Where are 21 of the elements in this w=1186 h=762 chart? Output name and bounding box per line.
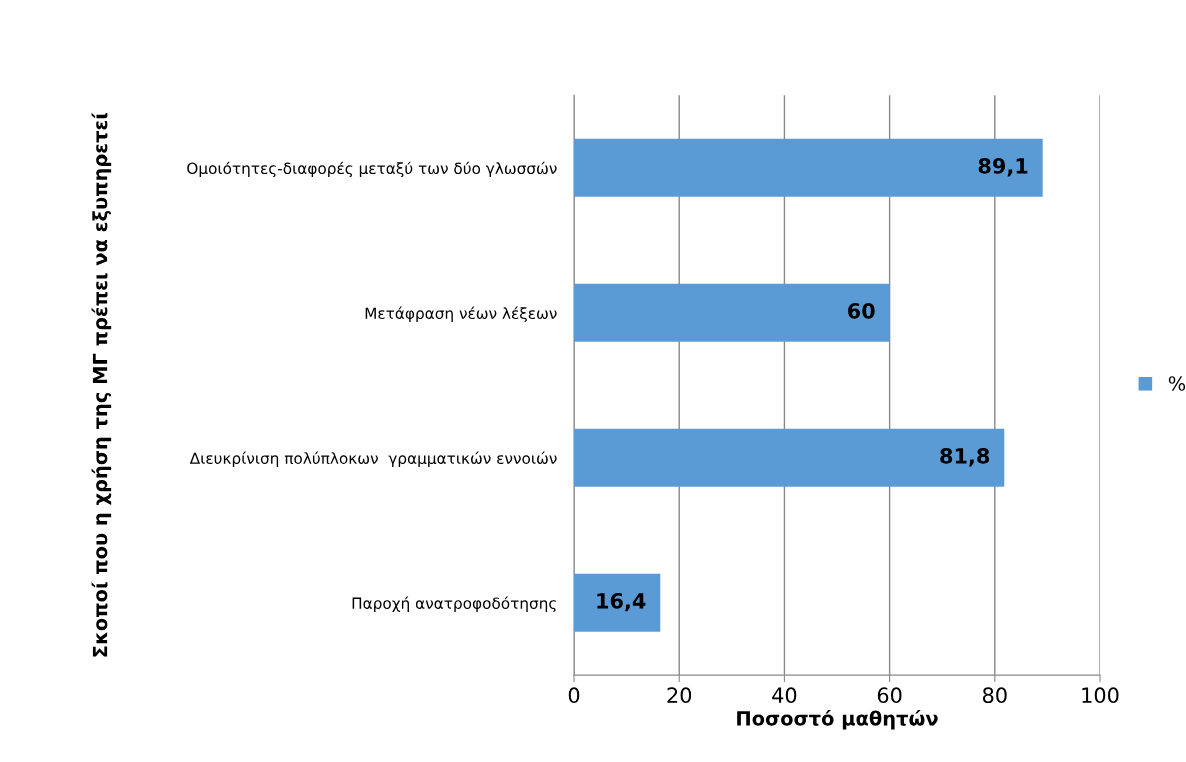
bar xyxy=(574,428,1005,487)
x-tick-label: 0 xyxy=(568,687,580,704)
y-tick-label: Παροχή ανατροφοδότησης xyxy=(352,596,556,612)
data-label: 60 xyxy=(848,302,875,319)
y-tick-label: Μετάφραση νέων λέξεων xyxy=(365,306,557,323)
bar xyxy=(574,138,1043,197)
bar xyxy=(574,573,661,632)
x-tick-label: 100 xyxy=(1082,687,1119,704)
x-tick-label: 20 xyxy=(667,687,692,704)
data-label: 16,4 xyxy=(597,592,646,612)
y-tick-label: Διευκρίνιση πολύπλοκων γραμματικών εννοιών xyxy=(189,451,557,467)
data-label: 81,8 xyxy=(940,447,990,467)
bar xyxy=(574,283,890,342)
x-tick-label: 60 xyxy=(877,687,902,704)
x-tick-label: 40 xyxy=(772,687,797,704)
x-axis-title: Ποσοστό μαθητών xyxy=(737,709,938,730)
x-tick-label: 80 xyxy=(982,687,1007,704)
legend-label: % xyxy=(1168,376,1186,391)
data-label: 89,1 xyxy=(978,158,1028,177)
y-axis-title: Σκοποί που η χρήση της ΜΓ πρέπει να εξυπηρετεί xyxy=(91,112,112,657)
y-tick-label: Ομοιότητες-διαφορές μεταξύ των δύο γλωσσών xyxy=(187,161,557,178)
